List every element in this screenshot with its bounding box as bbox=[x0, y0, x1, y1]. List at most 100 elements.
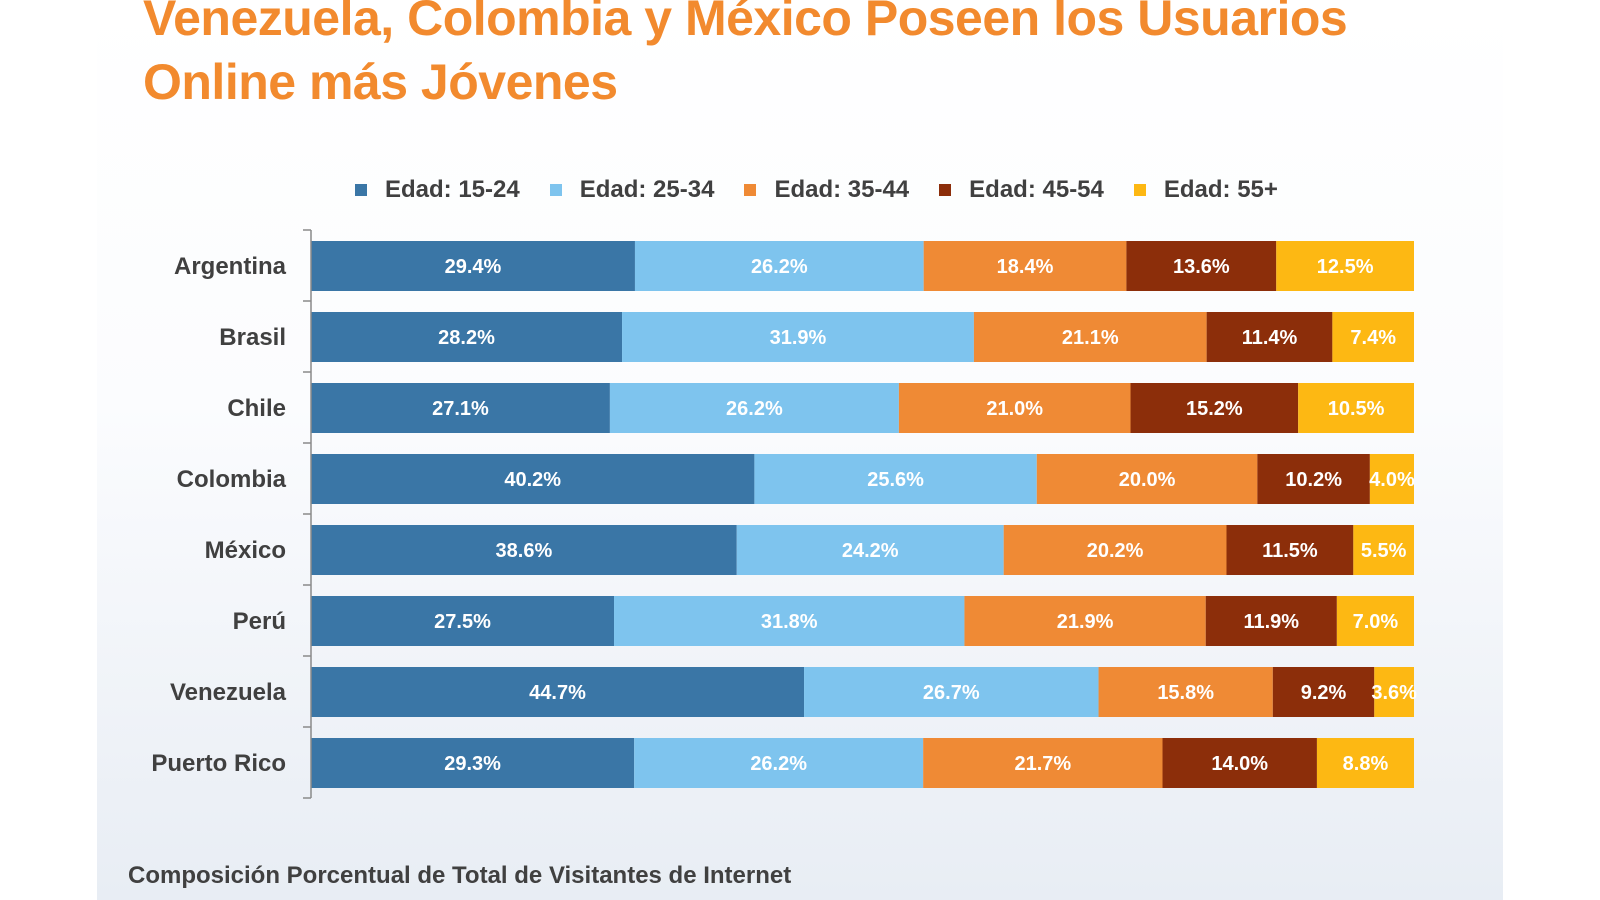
bar-segment bbox=[804, 667, 1099, 717]
bar-segment bbox=[973, 312, 1207, 362]
bar-segment bbox=[1130, 383, 1299, 433]
category-label: Brasil bbox=[219, 324, 286, 351]
legend-swatch bbox=[1133, 184, 1146, 196]
data-label: 9.2% bbox=[1301, 682, 1347, 704]
data-label: 11.5% bbox=[1262, 540, 1318, 562]
legend-swatch bbox=[549, 184, 562, 196]
bar-segment bbox=[754, 454, 1037, 504]
bar-segment bbox=[1298, 383, 1414, 433]
legend-label: Edad: 15-24 bbox=[385, 176, 520, 203]
bar-segment bbox=[1126, 241, 1277, 291]
data-label: 29.3% bbox=[444, 753, 501, 775]
data-label: 24.2% bbox=[842, 540, 899, 562]
bar-segment bbox=[1332, 312, 1414, 362]
data-label: 18.4% bbox=[997, 256, 1054, 278]
data-label: 38.6% bbox=[496, 540, 553, 562]
bar-segment bbox=[1098, 667, 1273, 717]
data-label: 10.5% bbox=[1328, 398, 1385, 420]
data-label: 12.5% bbox=[1317, 256, 1374, 278]
data-label: 29.4% bbox=[445, 256, 502, 278]
bar-segment bbox=[609, 383, 899, 433]
data-label: 28.2% bbox=[438, 327, 495, 349]
data-label: 15.2% bbox=[1186, 398, 1243, 420]
bar-segment bbox=[923, 738, 1163, 788]
data-label: 31.8% bbox=[761, 611, 818, 633]
category-label: Argentina bbox=[174, 253, 287, 280]
data-label: 4.0% bbox=[1369, 469, 1415, 491]
data-label: 21.7% bbox=[1014, 753, 1071, 775]
category-label: Puerto Rico bbox=[151, 750, 286, 777]
data-label: 31.9% bbox=[770, 327, 827, 349]
data-label: 40.2% bbox=[504, 469, 561, 491]
bar-segment bbox=[1369, 454, 1414, 504]
bar-segment bbox=[634, 241, 924, 291]
data-label: 3.6% bbox=[1371, 682, 1417, 704]
bar-segment bbox=[311, 525, 737, 575]
bar-segment bbox=[736, 525, 1004, 575]
bar-segment bbox=[1374, 667, 1414, 717]
bar-segment bbox=[898, 383, 1131, 433]
data-label: 5.5% bbox=[1361, 540, 1407, 562]
bar-segment bbox=[1276, 241, 1414, 291]
data-label: 26.7% bbox=[923, 682, 980, 704]
title-line-1: Venezuela, Colombia y México Poseen los … bbox=[143, 0, 1348, 46]
data-label: 21.1% bbox=[1062, 327, 1119, 349]
data-label: 26.2% bbox=[750, 753, 807, 775]
legend-item-35-44: Edad: 35-44 bbox=[744, 176, 909, 204]
bar-segment bbox=[923, 241, 1127, 291]
category-label: Perú bbox=[233, 608, 286, 635]
bar-segment bbox=[1316, 738, 1414, 788]
bar-segment bbox=[311, 383, 610, 433]
data-label: 26.2% bbox=[751, 256, 808, 278]
legend-swatch bbox=[939, 184, 952, 196]
data-label: 7.4% bbox=[1350, 327, 1396, 349]
bar-segment bbox=[311, 454, 755, 504]
bar-segment bbox=[1226, 525, 1354, 575]
data-label: 26.2% bbox=[726, 398, 783, 420]
legend-item-55-plus: Edad: 55+ bbox=[1133, 176, 1278, 204]
bar-segment bbox=[1162, 738, 1317, 788]
data-label: 8.8% bbox=[1343, 753, 1389, 775]
category-label: México bbox=[205, 537, 286, 564]
legend-swatch bbox=[744, 184, 757, 196]
title-line-2: Online más Jóvenes bbox=[143, 54, 618, 110]
legend-label: Edad: 25-34 bbox=[579, 176, 715, 203]
bar-segment bbox=[1036, 454, 1258, 504]
data-label: 27.5% bbox=[434, 611, 491, 633]
chart-caption: Composición Porcentual de Total de Visit… bbox=[128, 862, 792, 889]
bar-segment bbox=[311, 241, 635, 291]
bar-segment bbox=[311, 596, 615, 646]
legend-swatch bbox=[355, 184, 367, 196]
data-label: 20.2% bbox=[1087, 540, 1144, 562]
bar-segment bbox=[614, 596, 965, 646]
data-label: 7.0% bbox=[1353, 611, 1399, 633]
category-label: Colombia bbox=[177, 466, 287, 493]
category-label: Chile bbox=[227, 395, 286, 422]
bar-segment bbox=[1003, 525, 1227, 575]
data-label: 15.8% bbox=[1157, 682, 1214, 704]
legend-label: Edad: 45-54 bbox=[969, 176, 1104, 203]
bar-segment bbox=[1336, 596, 1414, 646]
bar-segment bbox=[1353, 525, 1414, 575]
data-label: 10.2% bbox=[1285, 469, 1342, 491]
data-label: 21.0% bbox=[986, 398, 1043, 420]
data-label: 25.6% bbox=[867, 469, 924, 491]
legend: Edad: 15-24 Edad: 25-34 Edad: 35-44 Edad… bbox=[355, 172, 1308, 208]
bar-segment bbox=[634, 738, 924, 788]
bar-segment bbox=[311, 312, 623, 362]
data-label: 11.4% bbox=[1242, 327, 1298, 349]
data-label: 21.9% bbox=[1057, 611, 1114, 633]
data-label: 14.0% bbox=[1211, 753, 1268, 775]
legend-item-45-54: Edad: 45-54 bbox=[939, 176, 1104, 204]
bar-segment bbox=[311, 667, 805, 717]
category-label: Venezuela bbox=[170, 679, 287, 706]
data-label: 11.9% bbox=[1243, 611, 1299, 633]
data-label: 44.7% bbox=[529, 682, 586, 704]
data-label: 27.1% bbox=[432, 398, 489, 420]
bar-segment bbox=[1206, 312, 1333, 362]
legend-label: Edad: 55+ bbox=[1163, 176, 1278, 203]
bar-segment bbox=[1205, 596, 1337, 646]
legend-item-15-24: Edad: 15-24 bbox=[355, 176, 520, 204]
bar-segment bbox=[1272, 667, 1375, 717]
